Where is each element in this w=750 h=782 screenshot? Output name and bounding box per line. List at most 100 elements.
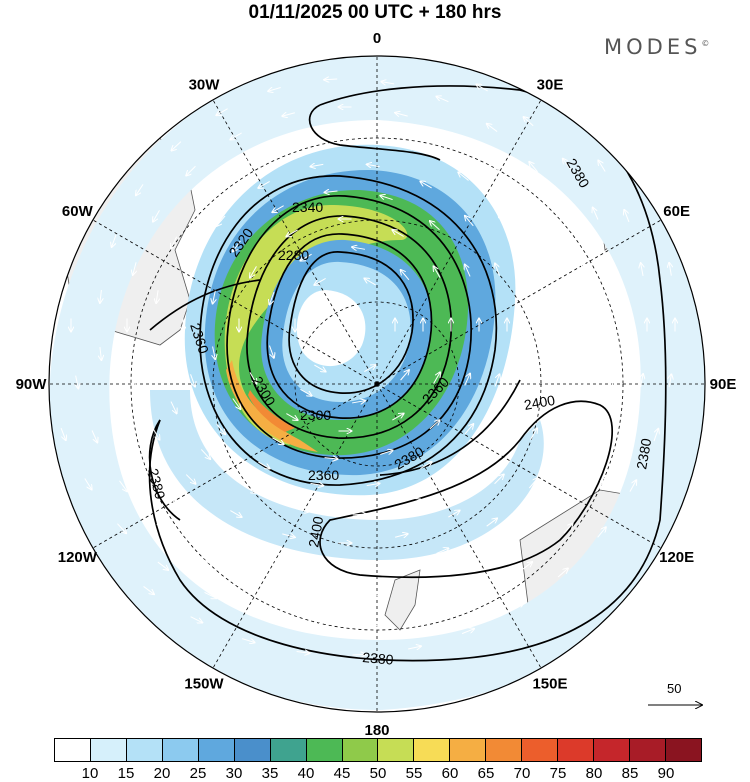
wind-vector (420, 181, 432, 189)
wind-vector (487, 124, 498, 132)
wind-vector (434, 266, 441, 278)
wind-vector (213, 346, 216, 360)
wind-vector (136, 184, 144, 195)
wind-vector (353, 135, 366, 136)
colorbar-segment (162, 739, 199, 761)
longitude-label: 150W (184, 676, 224, 693)
wind-vector (157, 561, 168, 570)
wind-vector (286, 229, 298, 237)
colorbar-segment (594, 739, 630, 761)
contour-2360 (199, 175, 498, 486)
wind-vector (352, 654, 366, 655)
wind-vector (525, 375, 529, 388)
colorbar-segment (198, 739, 235, 761)
wind-vector (309, 597, 323, 598)
wind-vector (433, 372, 441, 384)
wind-vector (497, 427, 505, 438)
wind-vector (152, 428, 160, 439)
wind-vector (464, 374, 470, 386)
wind-vector (255, 614, 269, 618)
wind-vector (521, 562, 532, 571)
contour-label-2380: 2380 (633, 437, 654, 471)
colorbar-segment (126, 739, 163, 761)
wind-vector (498, 213, 507, 224)
wind-vector (217, 215, 226, 226)
colorbar-tick-label: 80 (585, 765, 603, 782)
wind-vectors (60, 79, 675, 655)
wind-vector (117, 523, 126, 534)
wind-vector (525, 263, 529, 276)
colorbar-segment (342, 739, 379, 761)
wind-vector (143, 586, 154, 594)
wind-vector (593, 208, 599, 220)
wind-vector (233, 240, 241, 252)
wind-vector (84, 478, 92, 489)
wind-vector (531, 210, 538, 222)
wind-vector (366, 625, 379, 626)
colorbar-tick-label: 25 (189, 765, 207, 782)
wind-vector (190, 374, 195, 386)
longitude-label: 150E (532, 676, 567, 693)
wind-vector (310, 625, 324, 626)
longitude-label: 0 (373, 30, 381, 47)
wind-vector (135, 454, 143, 466)
colorbar-tick-label: 10 (81, 765, 99, 782)
wind-vector (112, 234, 117, 247)
contour-label-2380: 2380 (362, 649, 395, 668)
wind-vector (436, 548, 448, 554)
colorbar-segment (558, 739, 595, 761)
wind-vector (381, 82, 395, 84)
contour-label-2400: 2400 (523, 392, 557, 413)
wind-vector (253, 583, 266, 588)
wind-vector (296, 509, 309, 512)
wind-vector (325, 191, 338, 192)
longitude-label: 120W (58, 549, 98, 566)
longitude-label: 30E (537, 76, 564, 93)
wind-vector (641, 263, 643, 276)
wind-vector (408, 146, 421, 151)
wind-vector (623, 428, 629, 441)
wind-vector (258, 181, 270, 188)
wind-vector (296, 652, 310, 654)
wind-vector (314, 278, 326, 285)
colorbar-tick-label: 15 (117, 765, 135, 782)
wind-vector (296, 138, 310, 141)
wind-vector (395, 113, 408, 116)
wind-vector (486, 518, 497, 527)
longitude-label: 180 (364, 722, 389, 739)
contour-label-2280: 2280 (278, 247, 309, 263)
wind-vector (523, 524, 534, 534)
wind-vector (561, 430, 568, 442)
wind-vector (395, 534, 408, 537)
wind-vector (458, 469, 468, 478)
wind-vector (170, 401, 177, 414)
brand-logo: MODES© (604, 35, 709, 59)
colorbar-tick-label: 55 (405, 765, 423, 782)
wind-vector (191, 263, 196, 275)
longitude-label: 30W (189, 76, 221, 93)
wind-vector (401, 270, 410, 281)
wind-vector (423, 584, 435, 589)
wind-vector (612, 262, 615, 275)
wind-vector (216, 534, 227, 542)
south-pole-marker (374, 381, 380, 387)
wind-vector (310, 483, 323, 485)
wind-vector (458, 172, 469, 181)
map-title: 01/11/2025 00 UTC + 180 hrs (248, 2, 502, 23)
wind-vector (476, 84, 488, 92)
wind-vector (242, 639, 254, 643)
meridian-line (376, 383, 542, 669)
colorbar-tick-label: 45 (333, 765, 351, 782)
colorbar (54, 738, 702, 762)
wind-vector (597, 527, 606, 538)
wind-vector (230, 510, 241, 517)
wind-vector (380, 450, 392, 455)
wind-vector (190, 616, 203, 623)
wind-vector (436, 97, 449, 103)
contour-label-2400: 2400 (305, 515, 326, 549)
meridian-line (92, 219, 378, 385)
wind-vector (186, 165, 196, 175)
wind-vector (364, 365, 375, 372)
wind-vector (465, 216, 474, 227)
contour-2380-north (308, 104, 441, 161)
